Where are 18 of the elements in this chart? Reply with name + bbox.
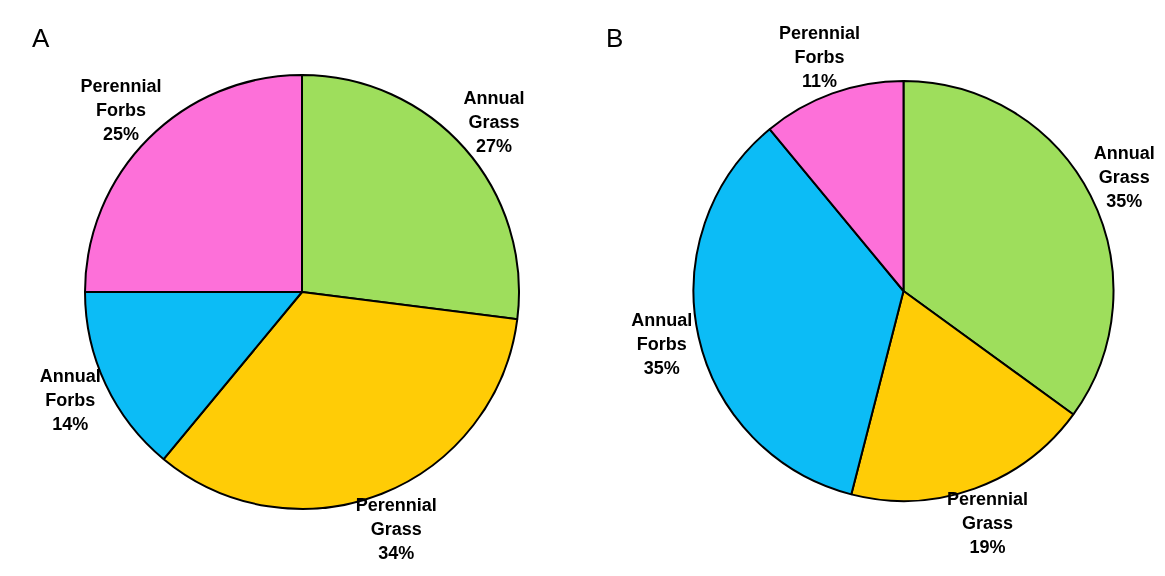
chart-title: A — [32, 23, 50, 54]
slice-label: Annual Forbs — [39, 365, 101, 410]
slice-label: Annual Grass — [1093, 143, 1155, 188]
slice-label: Perennial Forbs — [80, 75, 162, 120]
slice-label: Annual Grass — [463, 87, 525, 132]
slice-label: Perennial Forbs — [779, 22, 861, 67]
data-label: 11% — [802, 70, 838, 91]
data-label: 27% — [476, 135, 513, 156]
data-label: 25% — [102, 123, 139, 144]
slice-label: Perennial Grass — [355, 495, 437, 540]
data-label: 19% — [969, 537, 1006, 558]
chart-title: B — [606, 23, 624, 54]
data-label: 14% — [52, 413, 89, 434]
slice-label: Perennial Grass — [946, 489, 1028, 534]
data-label: 35% — [643, 358, 680, 379]
data-label: 35% — [1106, 191, 1143, 212]
data-label: 34% — [378, 543, 415, 564]
slice-label: Annual Forbs — [631, 310, 693, 355]
